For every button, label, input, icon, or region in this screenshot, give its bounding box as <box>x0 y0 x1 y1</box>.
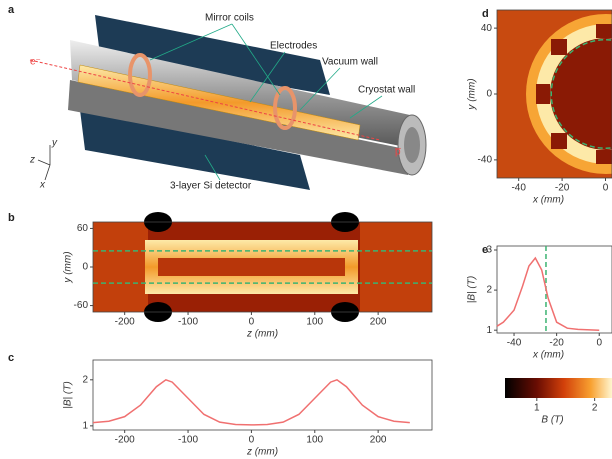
line <box>93 380 410 425</box>
x-tick-label: -20 <box>555 183 570 194</box>
x-axis-label: B (T) <box>541 415 563 426</box>
x-tick-label: -200 <box>115 435 135 446</box>
coord-axis <box>45 165 50 180</box>
diagram-label: Vacuum wall <box>322 57 378 68</box>
panel-label: d <box>482 8 489 20</box>
y-axis-label: y (mm) <box>467 78 478 110</box>
apparatus-diagram: Mirror coils Electrodes Vacuum wall Cryo… <box>29 13 426 192</box>
tube-end <box>404 127 420 163</box>
panel-label: a <box>8 4 15 16</box>
x-tick-label: -40 <box>507 338 522 349</box>
figure: a b c d e Mirror coils Electrodes Vacuum… <box>0 0 612 459</box>
x-tick-label: 1 <box>534 403 540 414</box>
x-tick-label: 0 <box>249 435 255 446</box>
coord-axis <box>38 160 50 165</box>
x-tick-label: -200 <box>115 317 135 328</box>
heatmap-image <box>497 10 612 178</box>
y-axis-label: y (mm) <box>63 251 74 283</box>
x-tick-label: -100 <box>178 435 198 446</box>
x-tick-label: 100 <box>306 435 323 446</box>
diagram-label: e⁻ <box>30 57 41 68</box>
coord-label: y <box>51 138 58 149</box>
diagram-label: 3-layer Si detector <box>170 181 252 192</box>
y-tick-label: 2 <box>82 374 88 385</box>
x-axis-label: z (mm) <box>246 329 278 340</box>
diagram-label: Cryostat wall <box>358 85 415 96</box>
y-tick-label: 40 <box>481 23 493 34</box>
diagram-label: p̅ <box>395 147 401 158</box>
x-axis-label: z (mm) <box>246 447 278 458</box>
x-tick-label: -20 <box>549 338 564 349</box>
y-tick-label: 1 <box>486 325 492 336</box>
y-axis-label: |B| (T) <box>63 381 74 408</box>
y-tick-label: 1 <box>82 420 88 431</box>
plot-frame <box>497 246 612 333</box>
x-tick-label: 100 <box>306 317 323 328</box>
diagram-label: Electrodes <box>270 41 317 52</box>
diagram-label: Mirror coils <box>205 13 254 24</box>
y-tick-label: 0 <box>82 262 88 273</box>
colorbar <box>505 378 612 398</box>
heatmap-image <box>93 212 432 322</box>
line <box>497 258 599 330</box>
y-tick-label: 60 <box>77 223 89 234</box>
x-tick-label: -40 <box>511 183 526 194</box>
x-axis-label: x (mm) <box>532 350 564 361</box>
y-tick-label: 3 <box>486 245 492 256</box>
x-tick-label: 200 <box>370 435 387 446</box>
x-axis-label: x (mm) <box>532 195 564 206</box>
x-tick-label: 0 <box>596 338 602 349</box>
y-tick-label: 0 <box>486 89 492 100</box>
coord-label: x <box>39 180 46 191</box>
y-tick-label: -40 <box>478 155 493 166</box>
x-tick-label: 200 <box>370 317 387 328</box>
y-tick-label: -60 <box>74 300 89 311</box>
panel-label: c <box>8 352 14 364</box>
coord-label: z <box>29 155 35 166</box>
x-tick-label: -100 <box>178 317 198 328</box>
x-tick-label: 0 <box>603 183 609 194</box>
y-tick-label: 2 <box>486 285 492 296</box>
x-tick-label: 2 <box>592 403 598 414</box>
panel-label: b <box>8 212 15 224</box>
x-tick-label: 0 <box>249 317 255 328</box>
plot-frame <box>93 360 432 430</box>
y-axis-label: |B| (T) <box>467 276 478 303</box>
